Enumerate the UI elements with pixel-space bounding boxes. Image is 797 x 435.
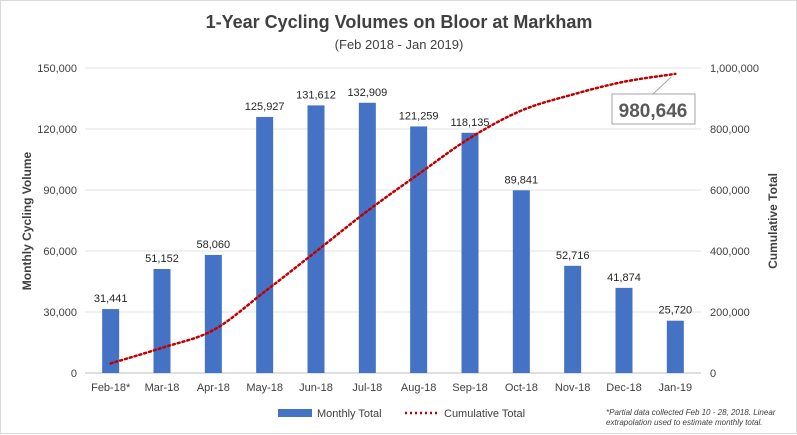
bar [512, 190, 530, 373]
bar [410, 126, 428, 373]
bar-data-label: 132,909 [347, 87, 387, 99]
line-series [109, 72, 677, 365]
bar-data-label: 41,874 [607, 272, 641, 284]
bar [358, 102, 376, 373]
chart-subtitle: (Feb 2018 - Jan 2019) [335, 37, 464, 52]
footnote-line-1: *Partial data collected Feb 10 - 28, 201… [606, 408, 776, 417]
data-labels: 31,441 51,152 58,060 125,927 131,612 132,909 1… [94, 87, 692, 317]
callout-value: 980,646 [619, 101, 688, 122]
y-tick-label: 0 [71, 368, 77, 380]
x-tick-label: May-18 [246, 382, 283, 394]
x-tick-label: Jan-19 [659, 382, 693, 394]
footnote-line-2: extrapolation used to estimate monthly t… [606, 418, 763, 427]
bar-data-label: 118,135 [451, 117, 490, 129]
bar-data-label: 58,060 [197, 239, 231, 251]
bar-data-label: 89,841 [505, 174, 539, 186]
x-tick-label: Oct-18 [505, 382, 538, 394]
bar-data-label: 125,927 [245, 101, 285, 113]
bar [153, 268, 171, 373]
y2-tick-label: 0 [710, 368, 716, 380]
bar-data-label: 51,152 [145, 253, 179, 265]
y-axis-title: Monthly Cycling Volume [20, 151, 34, 290]
bar-data-label: 25,720 [659, 305, 693, 317]
y-tick-label: 90,000 [43, 185, 77, 197]
bar [615, 287, 633, 373]
bar [461, 132, 479, 373]
bar [256, 116, 274, 374]
y2-axis-title: Cumulative Total [766, 173, 780, 269]
bar [307, 105, 325, 374]
x-tick-label: Jul-18 [352, 382, 382, 394]
y2-tick-label: 800,000 [710, 124, 750, 136]
bar-series [102, 102, 684, 374]
bar [204, 254, 222, 373]
legend-swatch-monthly [278, 409, 312, 417]
x-tick-label: Mar-18 [145, 382, 180, 394]
bar-data-label: 121,259 [399, 110, 439, 122]
legend-label-monthly: Monthly Total [317, 408, 382, 420]
y2-tick-label: 200,000 [710, 307, 750, 319]
x-tick-label: Aug-18 [401, 382, 436, 394]
y2-tick-label: 600,000 [710, 185, 750, 197]
bar [666, 320, 684, 373]
bar [102, 309, 120, 373]
callout-leader-line [652, 76, 672, 95]
x-tick-label: Feb-18* [91, 382, 131, 394]
left-axis-ticks: 0 30,000 60,000 90,000 120,000 150,000 [37, 63, 77, 380]
gridlines [85, 67, 701, 374]
callout-border [611, 93, 696, 125]
x-tick-label: Nov-18 [555, 382, 590, 394]
chart-title: 1-Year Cycling Volumes on Bloor at Markh… [206, 12, 593, 32]
y2-tick-label: 400,000 [710, 246, 750, 258]
bar-data-label: 131,612 [296, 89, 336, 101]
bar [564, 265, 582, 373]
x-tick-label: Sep-18 [452, 382, 487, 394]
bar-data-label: 31,441 [94, 293, 128, 305]
y-tick-label: 120,000 [37, 124, 77, 136]
x-tick-label: Dec-18 [606, 382, 641, 394]
cumulative-line [109, 72, 677, 365]
legend: Monthly Total Cumulative Total [278, 408, 525, 420]
x-axis-ticks: Feb-18* Mar-18 Apr-18 May-18 Jun-18 Jul-18 Aug… [91, 382, 692, 394]
y2-tick-label: 1,000,000 [710, 63, 759, 75]
legend-label-cumulative: Cumulative Total [444, 408, 525, 420]
y-tick-label: 30,000 [43, 307, 77, 319]
callout-box: 980,646 [611, 76, 696, 125]
y-tick-label: 60,000 [43, 246, 77, 258]
bar-data-label: 52,716 [556, 250, 590, 262]
y-tick-label: 150,000 [37, 63, 77, 75]
x-tick-label: Apr-18 [197, 382, 230, 394]
x-tick-label: Jun-18 [299, 382, 333, 394]
right-axis-ticks: 0 200,000 400,000 600,000 800,000 1,000,000 [710, 63, 759, 380]
